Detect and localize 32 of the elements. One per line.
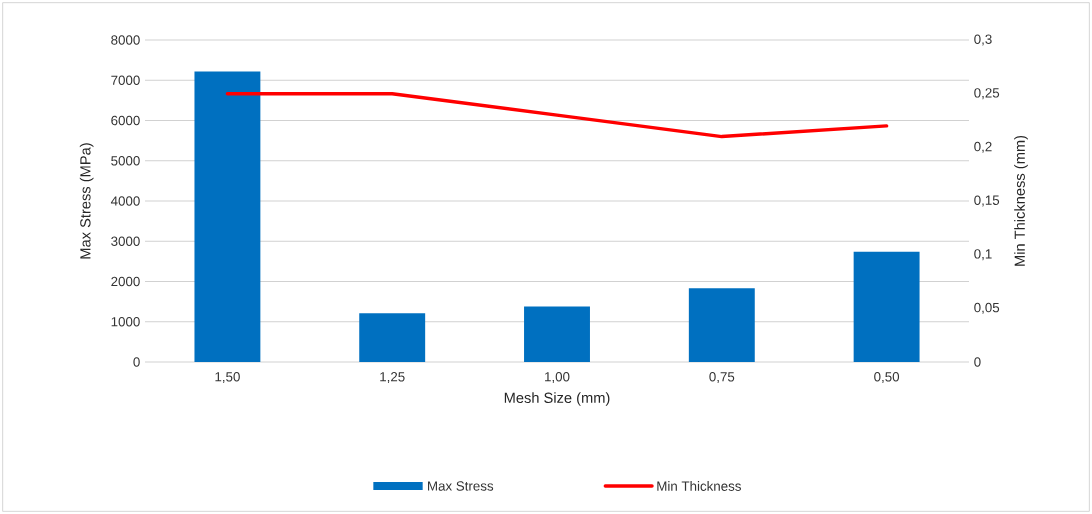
x-axis-title: Mesh Size (mm) [504, 392, 610, 406]
y-tick-label: 8000 [111, 35, 140, 45]
y-axis-title: Max Stress (MPa) [79, 143, 94, 259]
y-tick-label: 6000 [111, 115, 140, 126]
y-tick-label: 7000 [111, 75, 140, 85]
y2-tick-label: 0,15 [974, 195, 1000, 207]
x-tick-label: 1,00 [545, 372, 570, 384]
x-tick-label: 0,50 [874, 372, 900, 384]
y-tick-label: 1000 [111, 317, 140, 327]
y-tick-label: 0 [133, 357, 140, 367]
y2-axis-title: Min Thickness (mm) [1014, 135, 1028, 266]
y-tick-label: 2000 [111, 276, 140, 287]
x-tick-label: 1,25 [380, 372, 405, 384]
x-tick-label: 1,50 [215, 372, 240, 384]
bar [359, 313, 426, 362]
legend-label: Max Stress [428, 481, 494, 491]
y2-tick-label: 0,05 [974, 302, 1000, 314]
bar [524, 306, 590, 362]
y2-tick-label: 0,2 [974, 141, 992, 153]
bar [688, 288, 755, 362]
y2-tick-label: 0,3 [974, 34, 992, 46]
y2-tick-label: 0,25 [974, 88, 1000, 100]
y-tick-label: 4000 [110, 196, 140, 206]
y2-tick-label: 0 [974, 357, 981, 367]
y-tick-label: 3000 [111, 236, 140, 246]
y2-tick-label: 0,1 [974, 249, 992, 261]
legend-label: Min Thickness [657, 481, 741, 491]
x-tick-label: 0,75 [709, 372, 735, 384]
y-tick-label: 5000 [111, 156, 140, 166]
bar [853, 251, 920, 362]
line-series [225, 91, 889, 139]
bar [194, 71, 261, 362]
